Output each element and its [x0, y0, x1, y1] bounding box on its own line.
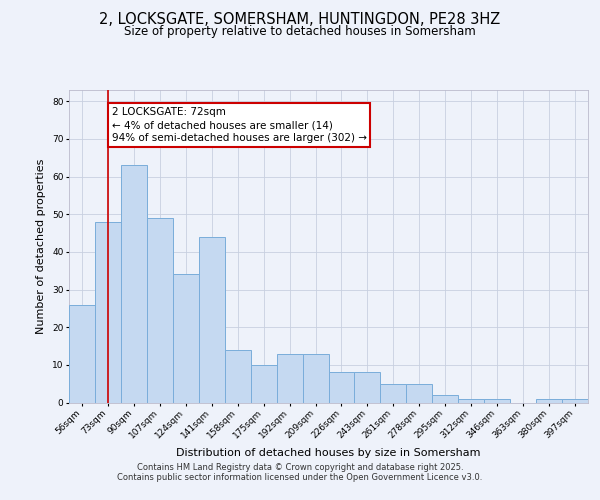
Bar — [277, 354, 302, 403]
Y-axis label: Number of detached properties: Number of detached properties — [37, 158, 46, 334]
Text: Contains public sector information licensed under the Open Government Licence v3: Contains public sector information licen… — [118, 472, 482, 482]
Bar — [458, 398, 484, 402]
Bar — [562, 398, 588, 402]
Bar — [355, 372, 380, 402]
Bar — [433, 395, 458, 402]
Bar — [536, 398, 562, 402]
Bar — [173, 274, 199, 402]
Bar — [95, 222, 121, 402]
X-axis label: Distribution of detached houses by size in Somersham: Distribution of detached houses by size … — [176, 448, 481, 458]
Bar — [121, 166, 147, 402]
Text: 2, LOCKSGATE, SOMERSHAM, HUNTINGDON, PE28 3HZ: 2, LOCKSGATE, SOMERSHAM, HUNTINGDON, PE2… — [100, 12, 500, 28]
Bar — [302, 354, 329, 403]
Bar — [484, 398, 510, 402]
Bar — [406, 384, 432, 402]
Bar — [251, 365, 277, 403]
Bar — [69, 304, 95, 402]
Bar — [225, 350, 251, 403]
Bar — [329, 372, 355, 402]
Text: Size of property relative to detached houses in Somersham: Size of property relative to detached ho… — [124, 25, 476, 38]
Bar — [199, 237, 224, 402]
Bar — [380, 384, 406, 402]
Bar — [147, 218, 173, 402]
Text: Contains HM Land Registry data © Crown copyright and database right 2025.: Contains HM Land Registry data © Crown c… — [137, 462, 463, 471]
Text: 2 LOCKSGATE: 72sqm
← 4% of detached houses are smaller (14)
94% of semi-detached: 2 LOCKSGATE: 72sqm ← 4% of detached hous… — [112, 107, 367, 144]
